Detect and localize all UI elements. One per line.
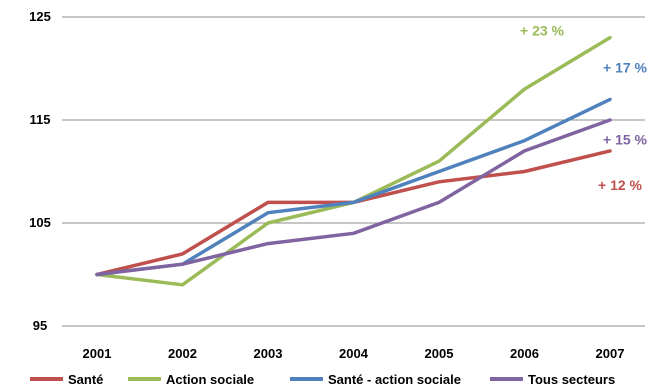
legend-label: Tous secteurs [528,372,615,387]
series-line-1 [95,149,612,277]
grid [62,16,645,327]
x-tick-label: 2004 [339,346,369,361]
x-tick-label: 2005 [425,346,454,361]
y-axis-ticks: 95 105 115 125 [29,9,51,333]
y-tick-label: 125 [29,9,51,24]
x-tick-label: 2006 [510,346,539,361]
x-axis-ticks: 2001 2002 2003 2004 2005 2006 2007 [83,346,625,361]
series-line-3 [95,97,612,277]
annotation-label: + 23 % [520,23,565,39]
y-tick-label: 95 [33,318,47,333]
annotation-label: + 12 % [598,177,643,193]
legend-label: Santé - action sociale [328,372,461,387]
legend-label: Action sociale [166,372,254,387]
y-tick-label: 115 [30,112,51,127]
annotation-label: + 15 % [603,132,648,148]
series-line-4 [95,118,612,277]
end-annotations: + 12 % + 23 % + 17 % + 15 % [520,23,648,193]
x-tick-label: 2003 [254,346,283,361]
series-lines [95,35,612,287]
legend: Santé Action sociale Santé - action social… [30,372,615,387]
x-tick-label: 2001 [83,346,112,361]
y-tick-label: 105 [29,215,51,230]
legend-label: Santé [68,372,103,387]
series-line-2 [95,35,612,287]
x-tick-label: 2007 [596,346,625,361]
x-tick-label: 2002 [168,346,197,361]
annotation-label: + 17 % [603,60,648,76]
